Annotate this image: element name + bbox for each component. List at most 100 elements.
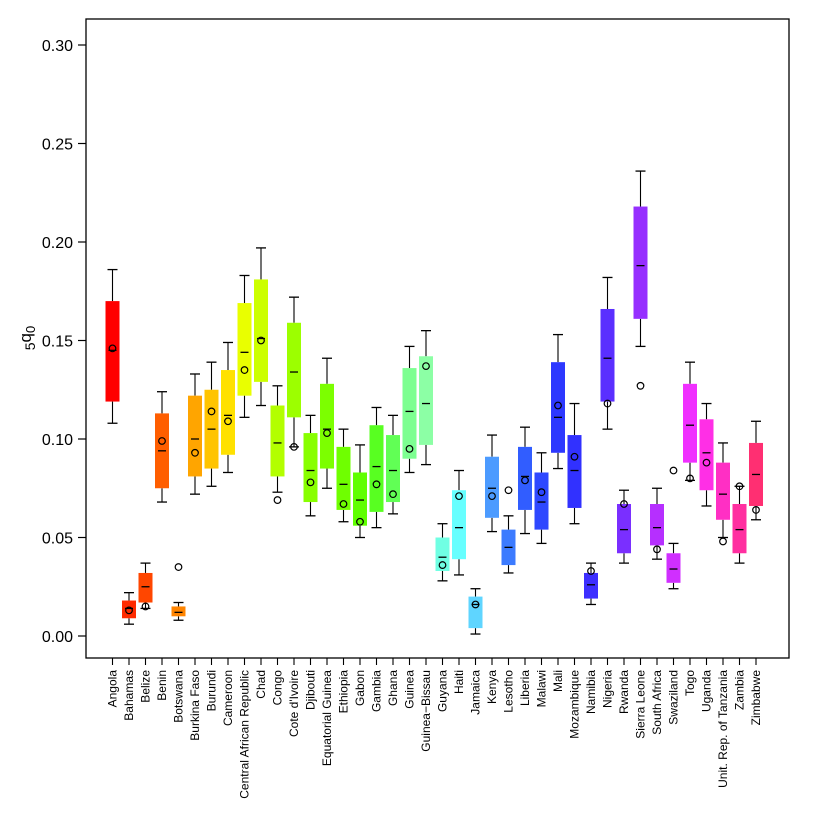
estimate-point (372, 480, 381, 489)
box-burundi (204, 361, 219, 487)
box-body (171, 606, 186, 617)
box-body (683, 383, 697, 463)
x-tick-label: Unit. Rep. of Tanzania (716, 670, 730, 788)
box-body (617, 504, 631, 554)
box-body (600, 308, 615, 402)
x-tick-label: Botswana (172, 670, 186, 723)
y-tick-label: 0.00 (42, 629, 73, 646)
x-tick-label: Djibouti (304, 670, 318, 710)
x-tick-label: Angola (106, 670, 120, 708)
x-tick-label: Ghana (386, 670, 400, 706)
x-tick-label: Jamaica (469, 670, 483, 715)
box-body (518, 446, 532, 510)
box-cote-d-ivoire (287, 296, 301, 451)
x-tick-label: Zimbabwe (749, 670, 763, 726)
box-uganda (699, 402, 714, 507)
x-tick-label: Kenya (485, 670, 499, 704)
y-tick-label: 0.30 (42, 38, 73, 55)
x-tick-label: Mozambique (568, 670, 582, 739)
box-cameroon (221, 341, 235, 474)
box-body (534, 472, 549, 530)
box-guinea-bissau (419, 329, 433, 466)
y-tick-label: 0.10 (42, 432, 73, 449)
box-liberia (518, 426, 532, 535)
x-tick-label: Guinea−Bissau (419, 670, 433, 752)
x-tick-label: Uganda (700, 670, 714, 712)
estimate-point (191, 448, 199, 457)
box-guyana (435, 523, 450, 582)
estimate-point (702, 458, 711, 467)
plot-frame (85, 18, 790, 659)
box-malawi (534, 452, 549, 545)
box-namibia (584, 562, 598, 606)
box-angola (105, 268, 120, 424)
x-tick-label: Cameroon (221, 670, 235, 726)
estimate-point (405, 444, 414, 453)
estimate-point (240, 366, 249, 374)
box-rwanda (617, 489, 631, 564)
box-belize (138, 562, 153, 611)
x-tick-label: Burundi (205, 670, 219, 711)
box-body (485, 456, 499, 518)
y-axis-title-main: q (16, 333, 35, 342)
x-tick-label: Mali (551, 670, 565, 692)
box-body (138, 572, 153, 603)
box-unit-rep-of-tanzania (716, 442, 730, 546)
x-tick-label: Ethiopia (337, 670, 351, 714)
box-body (336, 446, 351, 510)
estimate-point (306, 478, 315, 487)
box-body (567, 435, 582, 508)
estimate-point (257, 336, 265, 345)
box-body (237, 303, 252, 396)
x-axis: Angola Bahamas Belize Benin Botswana Burkina … (106, 658, 763, 799)
box-ghana (386, 414, 400, 515)
x-tick-label: Cote d'Ivoire (287, 670, 301, 737)
box-nigeria (600, 276, 615, 430)
estimate-point (603, 399, 612, 408)
y-tick-label: 0.25 (42, 137, 73, 154)
estimate-point (620, 500, 628, 508)
estimate-point (422, 362, 430, 371)
box-body (270, 405, 285, 477)
box-swaziland (666, 466, 681, 590)
box-body (303, 433, 318, 503)
x-tick-label: Belize (139, 670, 153, 703)
box-body (402, 368, 417, 459)
estimate-point (108, 344, 117, 353)
estimate-point (141, 602, 150, 611)
box-body (650, 504, 664, 546)
box-body (386, 435, 400, 503)
x-tick-label: Bahamas (122, 670, 136, 721)
x-tick-label: Rwanda (617, 670, 631, 714)
box-body (254, 279, 268, 382)
box-gambia (369, 406, 384, 529)
estimate-point (207, 407, 216, 416)
y-axis-title-prefix: 5 (22, 342, 38, 350)
box-sierra-leone (633, 170, 648, 390)
estimate-point (356, 517, 364, 526)
x-tick-label: Sierra Leone (634, 670, 648, 739)
box-togo (683, 361, 697, 483)
x-tick-label: Chad (254, 670, 268, 699)
x-tick-label: Burkina Faso (188, 670, 202, 741)
x-tick-label: Lesotho (502, 670, 516, 713)
y-tick-label: 0.05 (42, 531, 73, 548)
estimate-point (389, 490, 397, 499)
box-body (732, 504, 747, 554)
box-zambia (732, 482, 747, 564)
estimate-point (125, 606, 133, 615)
box-body (122, 600, 136, 619)
estimate-point (273, 496, 282, 504)
box-body (188, 395, 202, 477)
estimate-point (537, 488, 546, 497)
x-tick-label: Haiti (452, 670, 466, 694)
estimate-point (323, 429, 331, 437)
x-tick-label: Malawi (535, 670, 549, 707)
box-mozambique (567, 402, 582, 525)
x-tick-label: Guinea (403, 670, 417, 709)
x-tick-label: Swaziland (667, 670, 681, 725)
box-guinea (402, 345, 417, 474)
box-body (369, 425, 384, 512)
box-body (551, 362, 565, 453)
x-tick-label: Gambia (370, 670, 384, 712)
